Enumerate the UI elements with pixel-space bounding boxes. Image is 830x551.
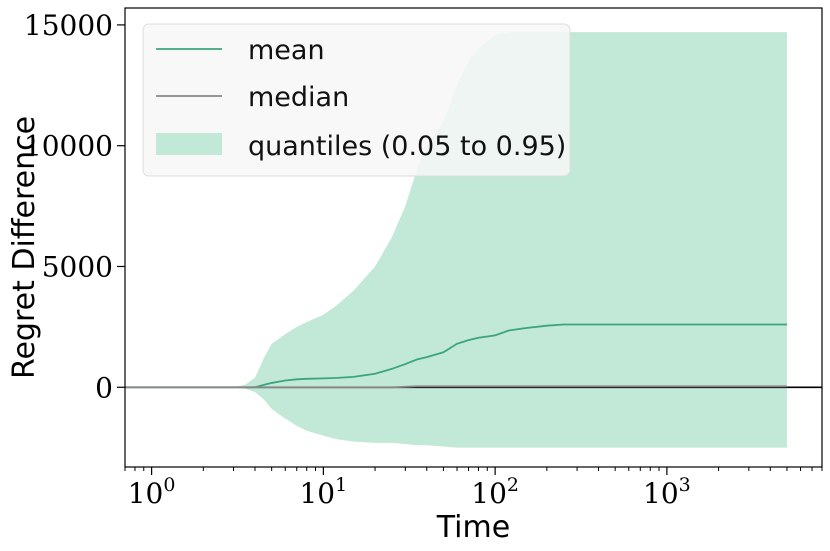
legend-quantiles-label: quantiles (0.05 to 0.95) — [248, 131, 566, 162]
legend-mean-label: mean — [248, 35, 325, 66]
x-tick-label: 103 — [643, 474, 691, 510]
y-tick-label: 5000 — [42, 250, 113, 283]
plot-frame — [124, 7, 823, 468]
legend: mean median quantiles (0.05 to 0.95) — [142, 23, 571, 177]
x-tick-label: 101 — [299, 474, 347, 510]
x-axis-label: Time — [436, 510, 510, 545]
legend-quantiles-swatch — [156, 133, 222, 155]
quantile-band — [125, 32, 787, 448]
x-tick-label: 102 — [471, 474, 519, 510]
legend-median-label: median — [248, 82, 349, 113]
y-tick-label: 10000 — [24, 130, 113, 163]
series-line-median — [125, 385, 787, 389]
legend-box — [142, 23, 571, 177]
y-tick-label: 15000 — [24, 9, 113, 42]
y-axis-label: Regret Difference — [7, 116, 42, 379]
x-tick-label: 100 — [128, 474, 176, 510]
y-tick-label: 0 — [95, 371, 113, 404]
